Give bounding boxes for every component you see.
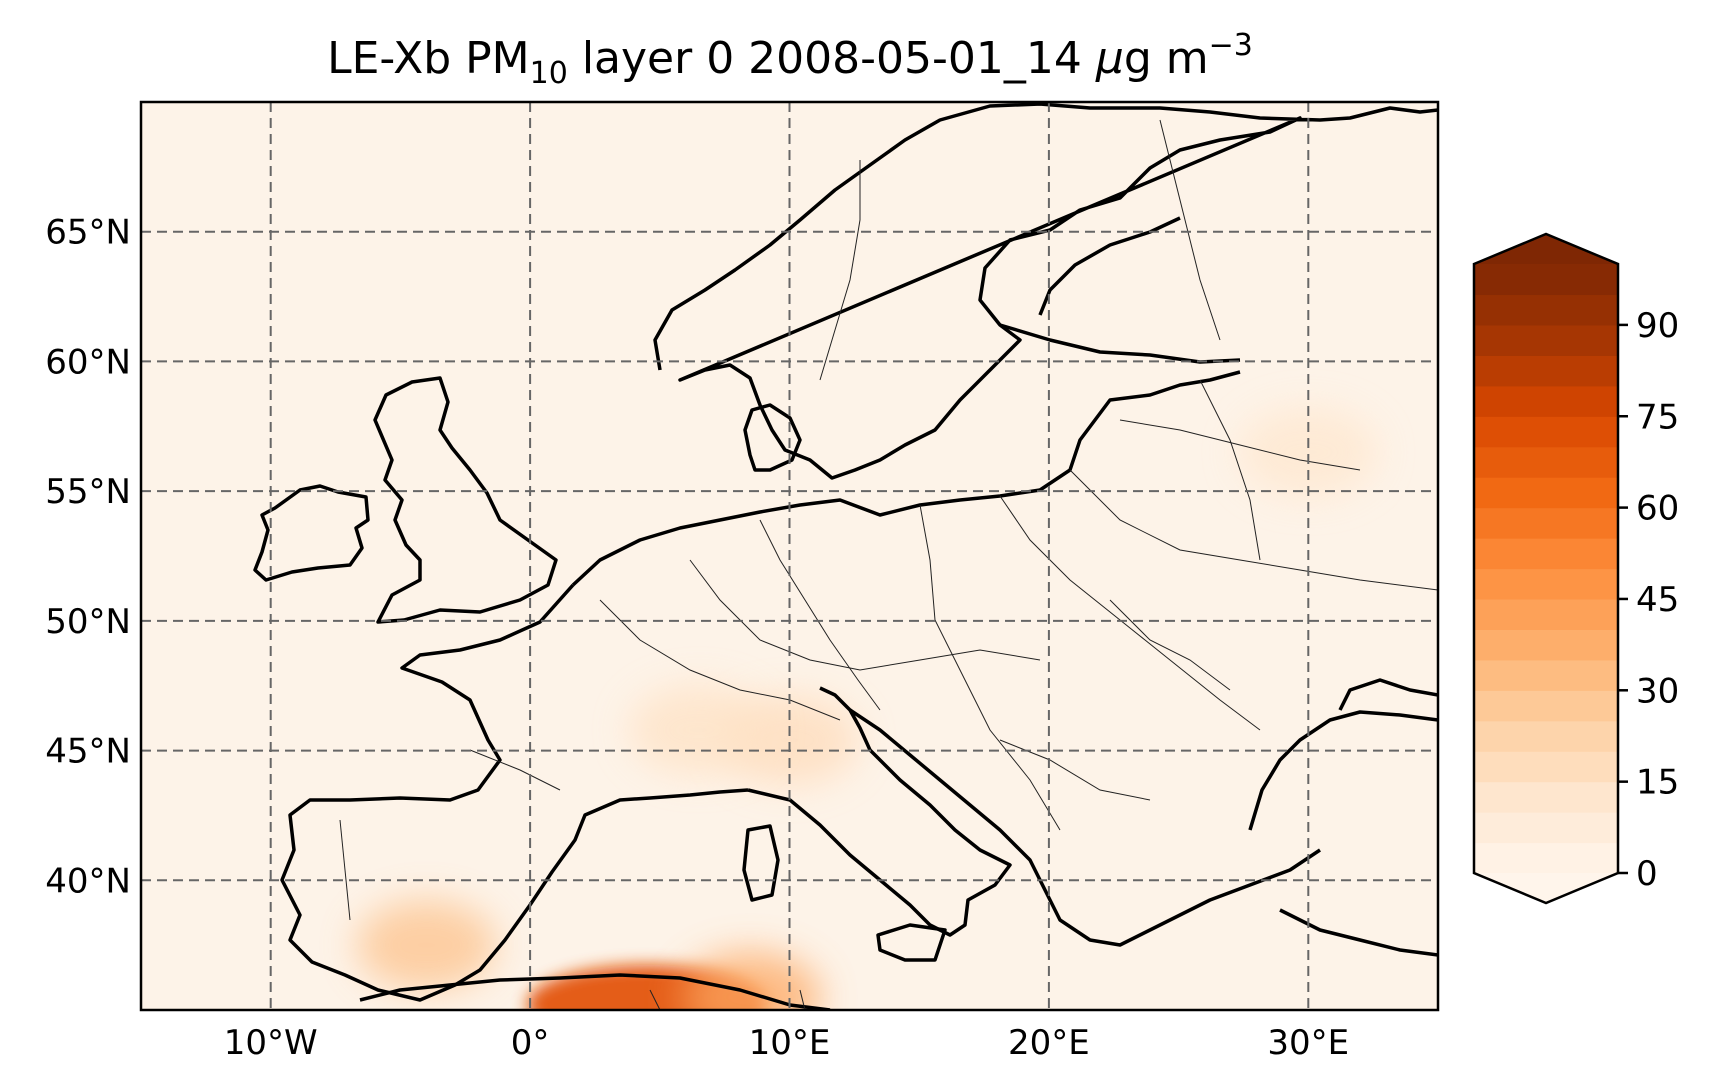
lat-tick-label: 65°N [45, 213, 131, 253]
hotspot-rhone-valley [628, 684, 769, 775]
coastlines [253, 102, 1438, 1010]
colorbar-tick-label: 45 [1636, 580, 1679, 620]
coast-north-europe [571, 370, 1241, 587]
coast-iberia-france [280, 583, 749, 1002]
colorbar-segment [1474, 324, 1618, 356]
latitude-tick-labels: 65°N 60°N 55°N 50°N 45°N 40°N [45, 213, 131, 902]
map-area [141, 102, 1438, 1010]
longitude-tick-labels: 10°W 0° 10°E 20°E 30°E [224, 1023, 1349, 1063]
colorbar-segments [1474, 234, 1618, 903]
coast-denmark [743, 403, 802, 472]
colorbar-segment [1474, 781, 1618, 813]
lon-tick-label: 10°E [749, 1023, 831, 1063]
colorbar-tick-label: 75 [1636, 397, 1679, 437]
colorbar-extend-min [1474, 873, 1618, 903]
colorbar: 0 15 30 45 60 75 90 [1472, 232, 1679, 905]
coast-italy [747, 686, 1012, 937]
colorbar-segment [1474, 446, 1618, 478]
colorbar-segment [1474, 416, 1618, 448]
colorbar-segment [1474, 568, 1618, 600]
lat-tick-label: 40°N [45, 861, 131, 901]
hotspot-eastern-baltic [1238, 407, 1379, 498]
colorbar-segment [1474, 812, 1618, 844]
colorbar-segment [1474, 751, 1618, 783]
coast-north-africa [359, 973, 831, 1010]
gridlines [141, 102, 1438, 1010]
colorbar-segment [1474, 507, 1618, 539]
coast-sicily [876, 923, 947, 962]
colorbar-segment [1474, 264, 1618, 296]
lat-tick-label: 50°N [45, 602, 131, 642]
lon-tick-label: 30°E [1267, 1023, 1349, 1063]
lon-tick-label: 0° [511, 1023, 550, 1063]
colorbar-ticks: 0 15 30 45 60 75 90 [1618, 306, 1679, 894]
colorbar-segment [1474, 629, 1618, 661]
hotspot-southern-spain [356, 900, 497, 991]
coast-sardinia [742, 824, 780, 902]
colorbar-segment [1474, 659, 1618, 691]
colorbar-extend-max [1474, 234, 1618, 264]
hotspot-north-africa-tunisia [680, 952, 821, 1010]
coast-scandinavia [653, 102, 1438, 480]
colorbar-tick-label: 30 [1636, 671, 1679, 711]
concentration-field [356, 407, 1379, 1010]
colorbar-segment [1474, 598, 1618, 630]
colorbar-segment [1474, 842, 1618, 874]
colorbar-segment [1474, 385, 1618, 417]
colorbar-segment [1474, 355, 1618, 387]
colorbar-segment [1474, 538, 1618, 570]
colorbar-tick-label: 15 [1636, 763, 1679, 803]
colorbar-segment [1474, 294, 1618, 326]
coast-great-britain [373, 376, 558, 624]
colorbar-tick-label: 60 [1636, 489, 1679, 529]
coast-balkans [849, 708, 1321, 947]
lat-tick-label: 55°N [45, 472, 131, 512]
lat-tick-label: 60°N [45, 342, 131, 382]
colorbar-tick-label: 90 [1636, 306, 1679, 346]
lat-tick-label: 45°N [45, 732, 131, 772]
colorbar-tick-label: 0 [1636, 854, 1658, 894]
colorbar-segment [1474, 720, 1618, 752]
map-frame [139, 100, 1440, 1012]
map-title: LE-Xb PM10 layer 0 2008-05-01_14 μg m−3 [327, 28, 1253, 91]
colorbar-segment [1474, 690, 1618, 722]
colorbar-segment [1474, 477, 1618, 509]
lon-tick-label: 20°E [1008, 1023, 1090, 1063]
lon-tick-label: 10°W [224, 1023, 318, 1063]
coast-ireland [253, 484, 370, 582]
coast-black-sea [1248, 678, 1438, 831]
coast-anatomy [1279, 908, 1438, 957]
